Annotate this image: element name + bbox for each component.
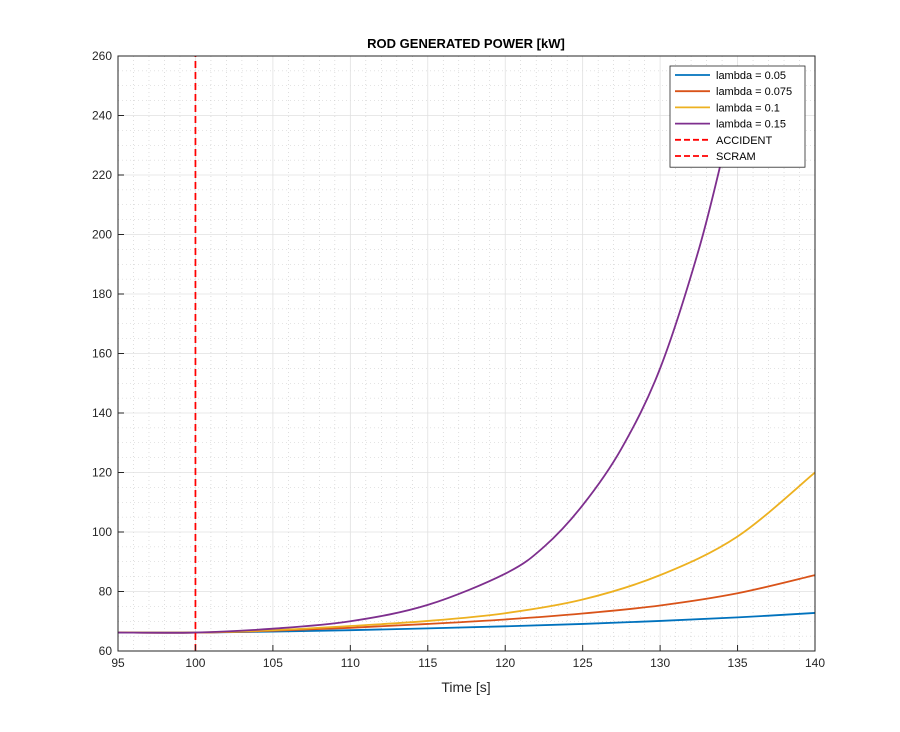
ticks-layer: 95 100 105 110 115 120 125 130 135 140 60 80 100 120 1… (92, 49, 825, 670)
x-tick-label: 115 (418, 656, 437, 670)
series-layer (118, 56, 815, 651)
y-tick-label: 240 (92, 109, 112, 123)
x-tick-label: 105 (263, 656, 283, 670)
y-tick-label: 100 (92, 525, 112, 539)
legend: lambda = 0.05 lambda = 0.075 lambda = 0.1 l… (669, 65, 806, 168)
x-tick-label: 135 (728, 656, 748, 670)
x-axis-label: Time [s] (441, 679, 490, 695)
legend-entry-label: SCRAM (716, 151, 756, 163)
x-tick-label: 120 (495, 656, 515, 670)
legend-entry-label: lambda = 0.15 (716, 119, 786, 131)
legend-box (669, 65, 806, 168)
legend-entry-label: ACCIDENT (716, 135, 773, 147)
y-tick-label: 80 (99, 585, 113, 599)
y-tick-label: 180 (92, 287, 112, 301)
x-tick-label: 130 (650, 656, 670, 670)
y-tick-label: 220 (92, 168, 112, 182)
y-tick-label: 160 (92, 347, 112, 361)
x-tick-label: 140 (805, 656, 825, 670)
legend-entry-label: lambda = 0.1 (716, 102, 780, 114)
y-tick-label: 260 (92, 49, 112, 63)
y-tick-label: 140 (92, 406, 112, 420)
x-tick-label: 125 (573, 656, 593, 670)
x-tick-label: 100 (185, 656, 205, 670)
series-line-lambda-0-15 (118, 145, 727, 634)
x-tick-label: 95 (111, 656, 125, 670)
y-tick-label: 200 (92, 228, 112, 242)
legend-entry-label: lambda = 0.075 (716, 86, 792, 98)
x-tick-label: 110 (341, 656, 360, 670)
y-tick-label: 60 (99, 644, 113, 658)
y-tick-label: 120 (92, 466, 112, 480)
legend-entry-label: lambda = 0.05 (716, 70, 786, 82)
chart-title: ROD GENERATED POWER [kW] (367, 36, 565, 51)
